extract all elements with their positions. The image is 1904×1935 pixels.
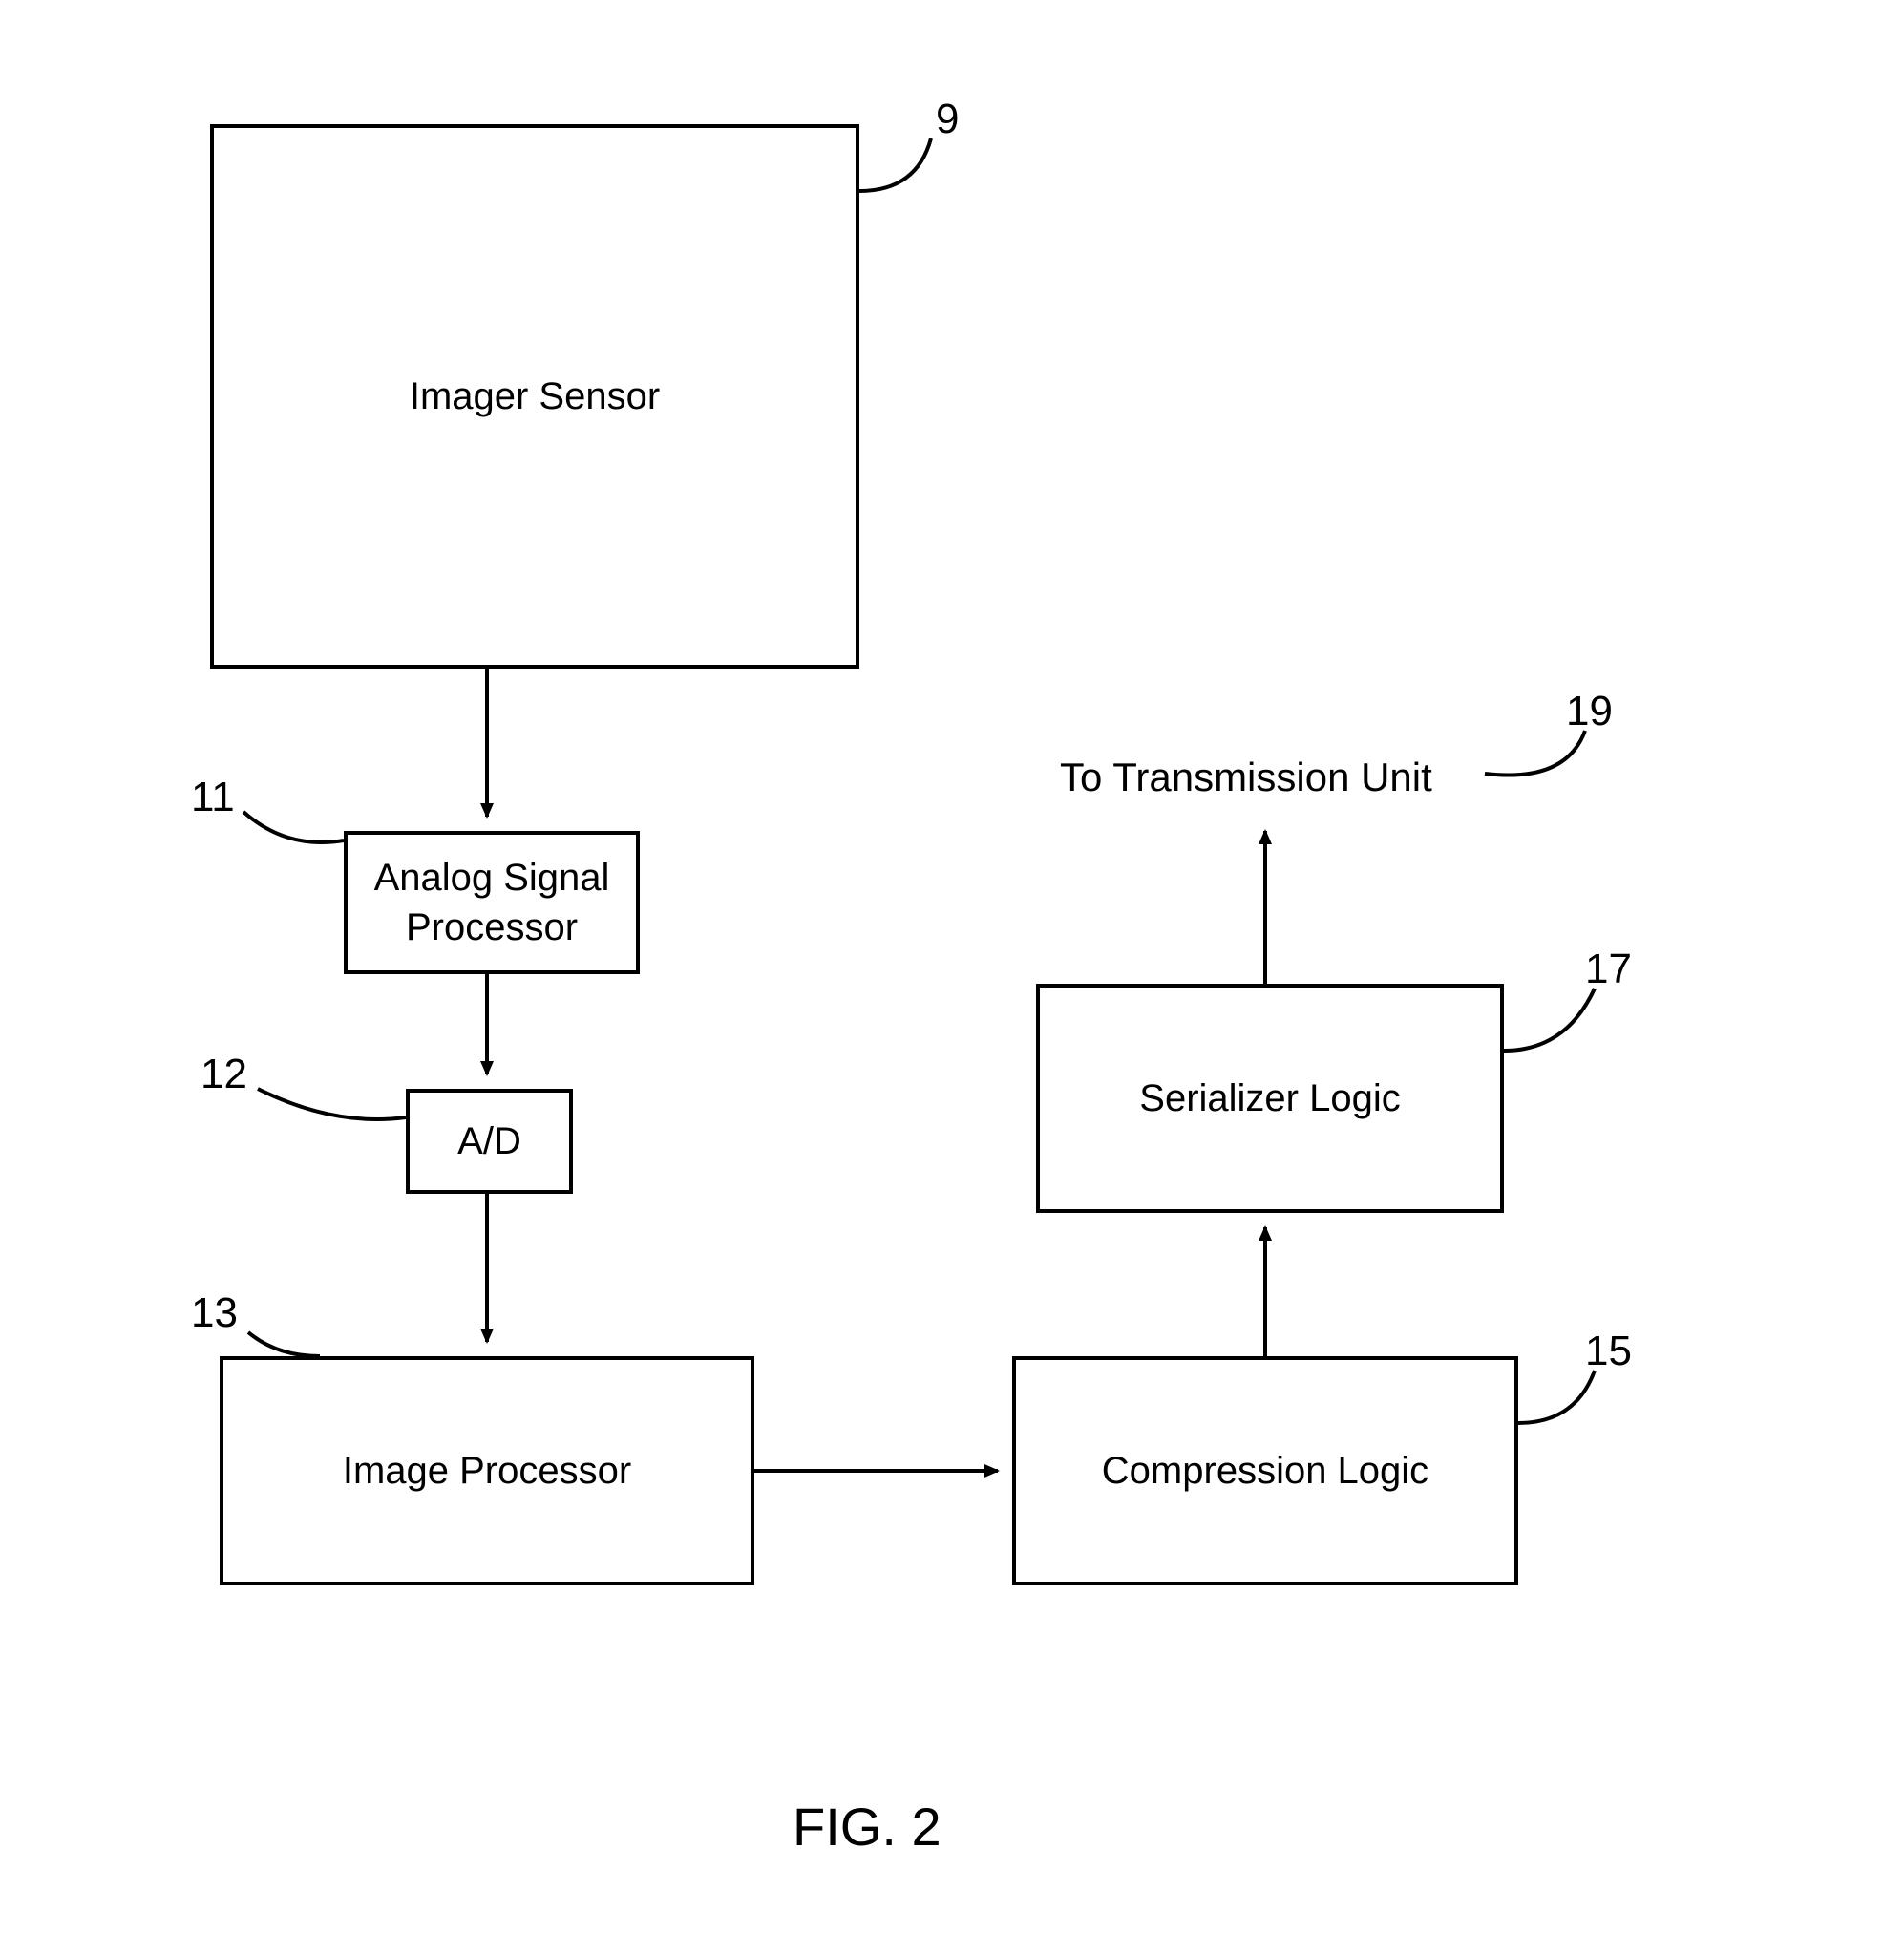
ref-number-13: 13 bbox=[191, 1289, 238, 1337]
ref-leader-line bbox=[1518, 1371, 1595, 1423]
block-label: Analog SignalProcessor bbox=[374, 853, 610, 952]
block-label: Imager Sensor bbox=[410, 372, 660, 421]
figure-caption: FIG. 2 bbox=[793, 1796, 941, 1858]
ref-number-11: 11 bbox=[191, 774, 235, 821]
ref-leader-line bbox=[248, 1332, 320, 1356]
ref-number-17: 17 bbox=[1585, 946, 1632, 993]
ref-number-19: 19 bbox=[1566, 688, 1613, 735]
block-analog-signal-processor: Analog SignalProcessor bbox=[344, 831, 640, 974]
ref-leader-line bbox=[1485, 731, 1585, 776]
block-imager-sensor: Imager Sensor bbox=[210, 124, 859, 669]
ref-leader-line bbox=[859, 138, 931, 191]
ref-leader-line bbox=[1504, 989, 1595, 1051]
ref-number-12: 12 bbox=[201, 1051, 247, 1098]
block-label: Serializer Logic bbox=[1139, 1074, 1400, 1123]
block-diagram: Imager Sensor 9 Analog SignalProcessor 1… bbox=[0, 0, 1904, 1935]
block-label: A/D bbox=[457, 1116, 521, 1166]
output-label: To Transmission Unit bbox=[1060, 755, 1432, 800]
ref-leader-line bbox=[258, 1089, 406, 1119]
ref-number-9: 9 bbox=[936, 96, 959, 143]
block-ad-converter: A/D bbox=[406, 1089, 573, 1194]
block-serializer-logic: Serializer Logic bbox=[1036, 984, 1504, 1213]
block-label: Image Processor bbox=[343, 1446, 631, 1496]
block-compression-logic: Compression Logic bbox=[1012, 1356, 1518, 1585]
block-label: Compression Logic bbox=[1102, 1446, 1428, 1496]
ref-leader-line bbox=[243, 812, 344, 842]
block-image-processor: Image Processor bbox=[220, 1356, 754, 1585]
ref-number-15: 15 bbox=[1585, 1328, 1632, 1375]
